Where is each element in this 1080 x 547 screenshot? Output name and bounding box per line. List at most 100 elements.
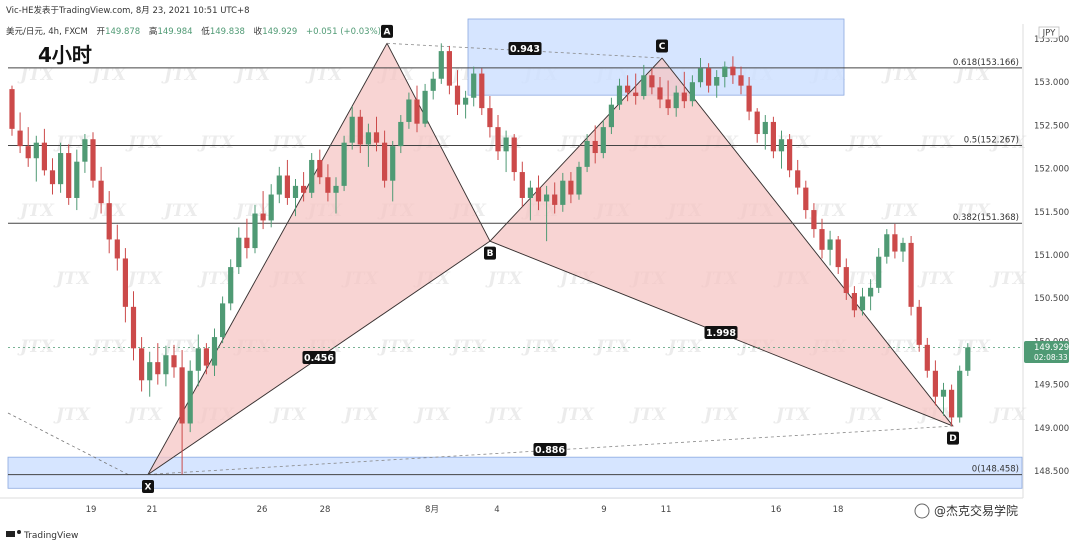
point-label-c: C [659,42,666,52]
point-label-b: B [487,249,494,259]
point-badge-c [656,39,668,53]
candle-body [576,166,582,195]
candle-body [438,51,444,79]
candle-body [519,172,525,198]
x-tick-label: 8月 [425,505,439,515]
candle-body [90,139,96,181]
watermark-text: JTX [521,337,559,357]
x-tick-label: 18 [833,505,844,515]
candle-body [835,239,841,268]
watermark-text: JTX [881,65,919,85]
ratio-label-3: 0.886 [535,445,565,456]
point-label-d: D [949,434,956,444]
candle-body [317,159,323,178]
candle-body [965,347,971,371]
watermark-text: JTX [701,405,739,425]
ratio-label-0: 0.943 [510,44,540,55]
source-line: Vic-HE发表于TradingView.com, 8月 23, 2021 10… [6,5,250,16]
ratio-label-2: 1.998 [706,328,736,339]
ohlc-high-label: 高 [149,26,158,37]
y-tick-label: 149.500 [1034,381,1069,391]
watermark-text: JTX [53,133,91,153]
tradingview-logo [6,530,21,537]
candle-body [236,237,242,268]
candle-body [851,293,857,311]
candle-body [487,108,493,128]
x-tick-label: 21 [147,505,158,515]
candle-body [41,142,47,171]
candle-body [220,303,226,338]
candle-body [479,73,485,109]
currency-badge [1038,26,1060,39]
candle-body [357,116,363,145]
fib-label-0: 0.618(153.166) [953,58,1019,68]
candle-body [301,185,307,193]
candle-body [349,116,355,143]
watermark-text: JTX [989,133,1027,153]
watermark-text: JTX [17,337,55,357]
watermark-text: JTX [269,133,307,153]
candle-body [754,111,760,135]
last-price-badge [1024,341,1069,363]
y-tick-label: 153.500 [1034,35,1069,45]
watermark-text: JTX [845,405,883,425]
watermark-text: JTX [125,405,163,425]
candle-body [657,87,663,100]
candle-body [722,66,728,78]
ratio-badge-2 [704,326,738,339]
watermark-text: JTX [269,405,307,425]
candle-body [625,85,631,93]
ohlc-low-value: 149.838 [210,27,245,37]
y-tick-label: 149.000 [1034,424,1069,434]
last-price-countdown: 02:08:33 [1034,353,1068,362]
candle-body [33,142,39,159]
candle-body [868,287,874,297]
candle-body [892,234,898,252]
point-badge-a [381,24,393,38]
x-tick-label: 11 [661,505,672,515]
watermark-text: JTX [953,337,991,357]
candle-body [252,213,258,249]
point-badge-x [142,479,154,493]
candle-body [665,99,671,109]
candle-body [900,242,906,252]
candle-body [228,267,234,304]
watermark-text: JTX [449,337,487,357]
x-zone [7,456,1023,489]
candle-body [560,180,566,205]
watermark-text: JTX [233,65,271,85]
candle-body [203,348,209,366]
candle-body [511,137,517,173]
watermark-text: JTX [89,65,127,85]
watermark-text: JTX [917,133,955,153]
watermark-text: JTX [89,337,127,357]
watermark-text: JTX [881,201,919,221]
currency-label: JPY [1042,29,1056,39]
ac-dashed [386,42,663,59]
point-badge-d [947,431,959,445]
watermark-text: JTX [917,269,955,289]
watermark-text: JTX [53,405,91,425]
ratio-badge-3 [533,443,567,456]
x-tick-label: 9 [601,505,606,515]
candle-body [398,121,404,147]
ohlc-close-value: 149.929 [262,27,297,37]
candle-body [365,132,371,145]
candle-body [811,210,817,230]
candle-body [106,203,112,240]
candle-body [17,130,23,147]
candle-body [187,370,193,424]
candle-body [697,68,704,83]
symbol-legend: 美元/日元, 4h, FXCM 开149.878 高149.984 低149.8… [6,26,381,37]
candle-body [803,187,809,211]
candle-body [114,239,120,259]
fib-label-3: 0(148.458) [972,465,1019,475]
fib-label-1: 0.5(152.267) [964,136,1019,146]
x-tick-label: 26 [257,505,268,515]
watermark-text: JTX [809,201,847,221]
candle-body [957,370,963,418]
candle-body [244,237,250,249]
ohlc-close-label: 收 [254,26,263,37]
watermark-text: JTX [161,201,199,221]
candle-body [568,180,574,195]
